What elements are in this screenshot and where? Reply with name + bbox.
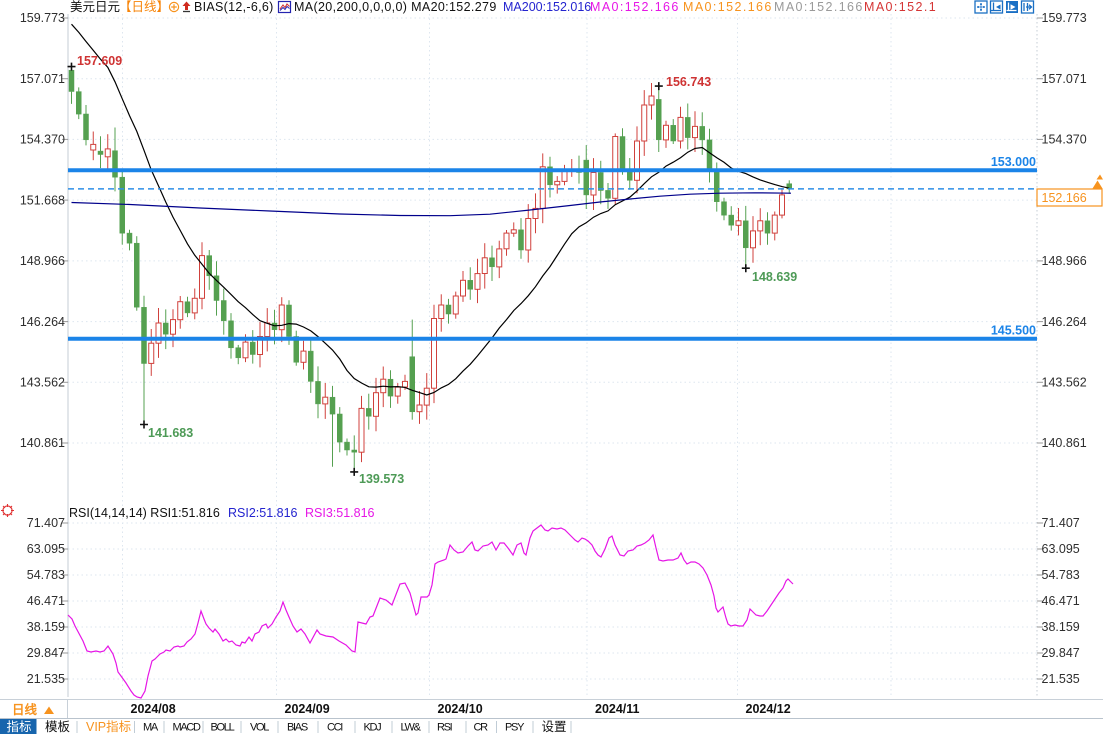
svg-text:RSI(14,14,14) RSI1:51.816: RSI(14,14,14) RSI1:51.816 bbox=[69, 506, 220, 520]
svg-text:VOL: VOL bbox=[250, 722, 269, 734]
svg-text:BOLL: BOLL bbox=[211, 722, 235, 734]
svg-text:RSI2:51.816: RSI2:51.816 bbox=[228, 506, 298, 520]
svg-text:MA200:152.016: MA200:152.016 bbox=[503, 0, 591, 14]
svg-text:21.535: 21.535 bbox=[1042, 672, 1080, 686]
svg-text:157.071: 157.071 bbox=[20, 72, 65, 86]
svg-text:2024/11: 2024/11 bbox=[595, 702, 640, 716]
svg-text:MA0:152.166: MA0:152.166 bbox=[683, 0, 773, 14]
svg-text:148.966: 148.966 bbox=[1042, 254, 1087, 268]
svg-text:154.370: 154.370 bbox=[20, 133, 65, 147]
svg-text:63.095: 63.095 bbox=[27, 542, 65, 556]
svg-text:设置: 设置 bbox=[542, 719, 567, 734]
svg-text:【日线】: 【日线】 bbox=[119, 0, 169, 14]
svg-text:159.773: 159.773 bbox=[1042, 11, 1087, 25]
svg-text:54.783: 54.783 bbox=[1042, 568, 1080, 582]
svg-text:2024/08: 2024/08 bbox=[131, 702, 176, 716]
svg-text:38.159: 38.159 bbox=[27, 620, 65, 634]
svg-text:29.847: 29.847 bbox=[27, 646, 65, 660]
svg-text:148.639: 148.639 bbox=[752, 270, 797, 284]
svg-text:MA(20,200,0,0,0,0) MA20:152.27: MA(20,200,0,0,0,0) MA20:152.279 bbox=[294, 0, 497, 14]
svg-text:152.166: 152.166 bbox=[1042, 191, 1087, 205]
svg-text:2024/10: 2024/10 bbox=[438, 702, 483, 716]
svg-text:模板: 模板 bbox=[45, 720, 71, 734]
svg-text:157.071: 157.071 bbox=[1042, 72, 1087, 86]
svg-text:54.783: 54.783 bbox=[27, 568, 65, 582]
svg-text:148.966: 148.966 bbox=[20, 254, 65, 268]
svg-text:MACD: MACD bbox=[173, 722, 202, 734]
svg-text:RSI: RSI bbox=[437, 722, 453, 734]
svg-text:71.407: 71.407 bbox=[27, 516, 65, 530]
svg-text:154.370: 154.370 bbox=[1042, 133, 1087, 147]
svg-text:PSY: PSY bbox=[505, 722, 525, 734]
svg-text:MA0:152.166: MA0:152.166 bbox=[590, 0, 680, 14]
svg-text:38.159: 38.159 bbox=[1042, 620, 1080, 634]
svg-text:146.264: 146.264 bbox=[20, 315, 65, 329]
svg-text:151.668: 151.668 bbox=[20, 193, 65, 207]
svg-text:140.861: 140.861 bbox=[1042, 436, 1087, 450]
svg-text:141.683: 141.683 bbox=[148, 426, 193, 440]
svg-text:VIP指标: VIP指标 bbox=[86, 719, 131, 734]
svg-text:美元日元: 美元日元 bbox=[70, 0, 120, 14]
svg-text:143.562: 143.562 bbox=[20, 376, 65, 390]
svg-text:2024/09: 2024/09 bbox=[285, 702, 330, 716]
svg-text:CCI: CCI bbox=[327, 722, 343, 734]
svg-text:MA0:152.166: MA0:152.166 bbox=[774, 0, 864, 14]
svg-text:RSI3:51.816: RSI3:51.816 bbox=[305, 506, 375, 520]
svg-text:139.573: 139.573 bbox=[359, 472, 404, 486]
svg-text:29.847: 29.847 bbox=[1042, 646, 1080, 660]
svg-text:MA0:152.1: MA0:152.1 bbox=[864, 0, 937, 14]
svg-text:BIAS: BIAS bbox=[287, 722, 308, 734]
svg-text:159.773: 159.773 bbox=[20, 11, 65, 25]
svg-text:145.500: 145.500 bbox=[991, 324, 1036, 338]
svg-text:指标: 指标 bbox=[7, 719, 32, 734]
svg-text:153.000: 153.000 bbox=[991, 155, 1036, 169]
svg-text:143.562: 143.562 bbox=[1042, 376, 1087, 390]
svg-text:BIAS(12,-6,6): BIAS(12,-6,6) bbox=[194, 0, 274, 14]
svg-text:157.609: 157.609 bbox=[77, 54, 122, 68]
svg-text:21.535: 21.535 bbox=[27, 672, 65, 686]
svg-text:46.471: 46.471 bbox=[1042, 594, 1080, 608]
svg-text:KDJ: KDJ bbox=[364, 722, 382, 734]
svg-text:63.095: 63.095 bbox=[1042, 542, 1080, 556]
svg-text:日线: 日线 bbox=[12, 702, 38, 717]
svg-text:LW&: LW& bbox=[401, 722, 422, 734]
svg-text:2024/12: 2024/12 bbox=[746, 702, 791, 716]
svg-text:CR: CR bbox=[474, 722, 489, 734]
svg-text:MA: MA bbox=[143, 722, 159, 734]
svg-text:140.861: 140.861 bbox=[20, 436, 65, 450]
svg-text:71.407: 71.407 bbox=[1042, 516, 1080, 530]
svg-text:156.743: 156.743 bbox=[666, 75, 711, 89]
svg-text:146.264: 146.264 bbox=[1042, 315, 1087, 329]
svg-text:46.471: 46.471 bbox=[27, 594, 65, 608]
